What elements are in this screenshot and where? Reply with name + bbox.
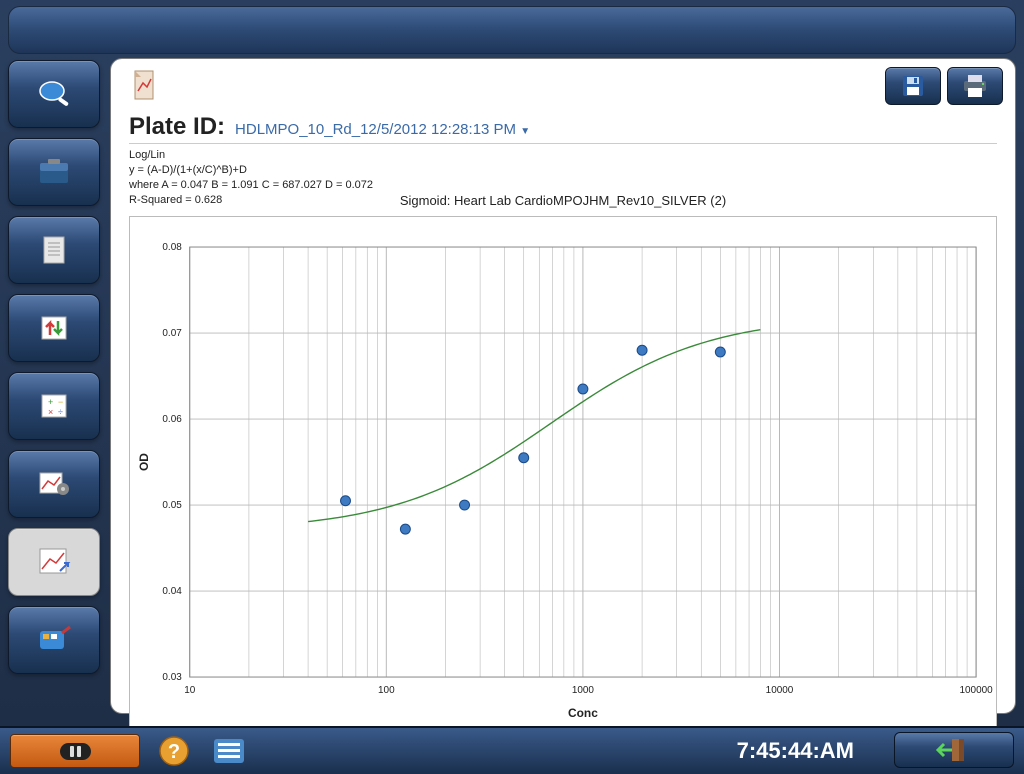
save-button[interactable] — [885, 67, 941, 105]
content-pane: Plate ID: HDLMPO_10_Rd_12/5/2012 12:28:1… — [110, 58, 1016, 714]
exit-icon — [934, 736, 974, 764]
dropdown-caret-icon: ▼ — [520, 126, 530, 137]
svg-text:0.04: 0.04 — [162, 586, 182, 597]
formula-line1: Log/Lin — [129, 148, 1001, 163]
svg-text:10: 10 — [184, 685, 196, 696]
svg-text:1000: 1000 — [572, 685, 595, 696]
sidebar-search[interactable] — [8, 60, 100, 128]
svg-text:0.07: 0.07 — [162, 328, 182, 339]
print-icon — [960, 73, 990, 99]
svg-text:Conc: Conc — [568, 706, 598, 720]
sidebar-document[interactable] — [8, 216, 100, 284]
svg-text:0.06: 0.06 — [162, 414, 182, 425]
chart-area: 0.03 0.04 0.05 0.06 0.07 0.08 10 100 1000 10000 10… — [129, 216, 997, 728]
arrows-icon — [30, 307, 78, 349]
clock: 7:45:44:AM — [737, 738, 854, 764]
plate-id-value: HDLMPO_10_Rd_12/5/2012 12:28:13 PM — [235, 121, 516, 138]
toolbox-icon — [30, 151, 78, 193]
svg-text:?: ? — [168, 741, 180, 763]
tasklist-icon — [210, 735, 250, 767]
sidebar-arrows[interactable] — [8, 294, 100, 362]
svg-text:0.08: 0.08 — [162, 242, 182, 253]
sidebar-toolbox[interactable] — [8, 138, 100, 206]
sidebar-calculator[interactable]: +−× ÷ — [8, 372, 100, 440]
bottom-bar: ? 7:45:44:AM — [0, 726, 1024, 774]
pause-icon — [60, 743, 91, 760]
calculator-icon: +−× ÷ — [30, 385, 78, 427]
search-icon — [30, 73, 78, 115]
plate-id-label: Plate ID: — [129, 113, 225, 141]
svg-text:100: 100 — [378, 685, 395, 696]
plate-id-dropdown[interactable]: HDLMPO_10_Rd_12/5/2012 12:28:13 PM ▼ — [235, 121, 530, 138]
help-icon: ? — [157, 734, 191, 768]
svg-text:100000: 100000 — [960, 685, 994, 696]
svg-text:×: × — [48, 407, 53, 417]
svg-text:0.03: 0.03 — [162, 672, 182, 683]
sidebar: +−× ÷ — [8, 58, 100, 714]
svg-text:0.05: 0.05 — [162, 500, 182, 511]
pause-button[interactable] — [10, 734, 140, 768]
save-icon — [900, 74, 926, 98]
chart-arrow-icon — [30, 541, 78, 583]
formula-line3: where A = 0.047 B = 1.091 C = 687.027 D … — [129, 178, 1001, 193]
svg-text:−: − — [58, 397, 63, 407]
palette-icon — [30, 619, 78, 661]
report-icon — [127, 67, 163, 103]
exit-button[interactable] — [894, 732, 1014, 768]
svg-text:OD: OD — [137, 453, 151, 471]
sidebar-chart-arrow[interactable] — [8, 528, 100, 596]
svg-text:+: + — [48, 397, 53, 407]
sidebar-chart-gear[interactable] — [8, 450, 100, 518]
help-button[interactable]: ? — [152, 733, 196, 769]
formula-line2: y = (A-D)/(1+(x/C)^B)+D — [129, 163, 1001, 178]
svg-text:÷: ÷ — [58, 407, 63, 417]
tasklist-button[interactable] — [208, 733, 252, 769]
chart-gear-icon — [30, 463, 78, 505]
title-banner — [8, 6, 1016, 54]
sidebar-palette[interactable] — [8, 606, 100, 674]
svg-text:10000: 10000 — [766, 685, 794, 696]
chart-title: Sigmoid: Heart Lab CardioMPOJHM_Rev10_SI… — [125, 193, 1001, 208]
print-button[interactable] — [947, 67, 1003, 105]
document-icon — [30, 229, 78, 271]
chart-svg: 0.03 0.04 0.05 0.06 0.07 0.08 10 100 1000 10000 10… — [130, 217, 996, 727]
